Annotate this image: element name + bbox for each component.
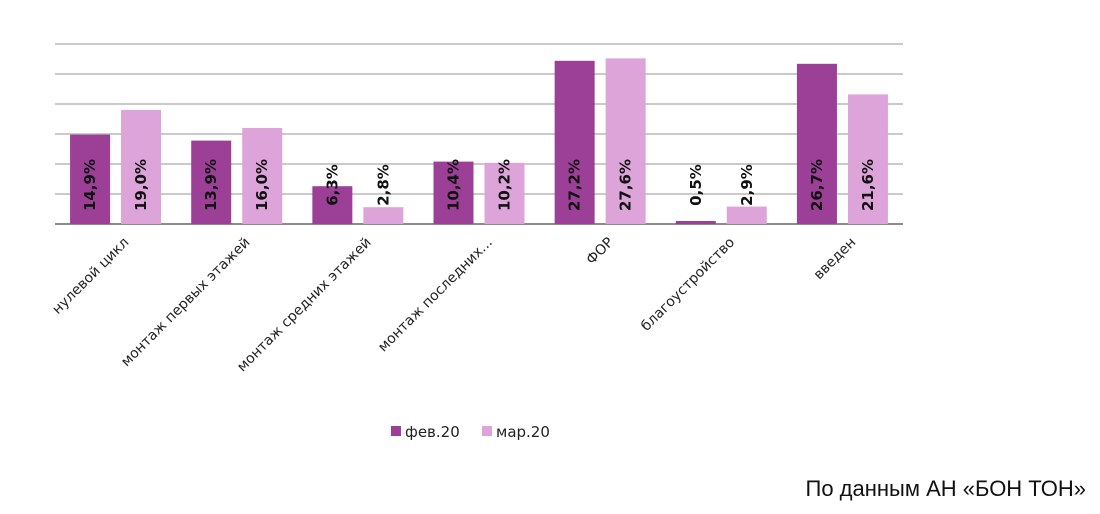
bar-mar-1: [242, 128, 283, 224]
category-label: монтаж первых этажей: [118, 235, 253, 370]
data-label: 19,0%: [132, 159, 150, 211]
bar-mar-5: [726, 206, 767, 224]
legend: фев.20 мар.20: [391, 423, 550, 441]
data-label: 21,6%: [859, 159, 877, 211]
bar-feb-3: [433, 161, 474, 224]
data-label: 27,2%: [566, 159, 584, 211]
category-label: монтаж последних...: [375, 235, 496, 356]
gridlines: [55, 43, 903, 225]
bar-feb-0: [70, 134, 111, 224]
category-label: благоустройство: [638, 235, 738, 335]
data-label: 16,0%: [253, 159, 271, 211]
data-label: 10,2%: [496, 159, 514, 211]
data-label: 0,5%: [687, 164, 705, 206]
bar-mar-4: [605, 58, 646, 225]
data-label: 14,9%: [81, 159, 99, 211]
bar-feb-4: [554, 60, 595, 224]
bar-feb-5: [675, 221, 716, 224]
legend-label: фев.20: [405, 423, 460, 441]
bar-mar-0: [121, 110, 162, 224]
bar-feb-2: [312, 186, 353, 224]
bar-mar-2: [363, 207, 404, 224]
data-label: 10,4%: [445, 159, 463, 211]
legend-swatch: [482, 426, 492, 436]
legend-swatch: [391, 426, 401, 436]
category-label: ФОР: [583, 235, 617, 269]
source-note: По данным АН «БОН ТОН»: [805, 476, 1086, 501]
bar-mar-6: [847, 94, 888, 225]
legend-label: мар.20: [496, 423, 550, 441]
bar-feb-1: [191, 140, 232, 224]
category-label: нулевой цикл: [49, 235, 132, 318]
data-label: 2,8%: [374, 164, 392, 206]
data-label: 27,6%: [617, 159, 635, 211]
category-label: введен: [811, 235, 859, 283]
bars: 14,9% 13,9% 6,3% 10,4% 27,2% 0,5% 26,7% 19,0% 16…: [70, 58, 888, 225]
data-label: 6,3%: [323, 164, 341, 206]
bar-mar-3: [484, 162, 525, 224]
data-label: 2,9%: [738, 164, 756, 206]
bar-feb-6: [796, 63, 837, 224]
data-label: 13,9%: [202, 159, 220, 211]
data-label: 26,7%: [808, 159, 826, 211]
category-label: монтаж средних этажей: [234, 235, 374, 375]
